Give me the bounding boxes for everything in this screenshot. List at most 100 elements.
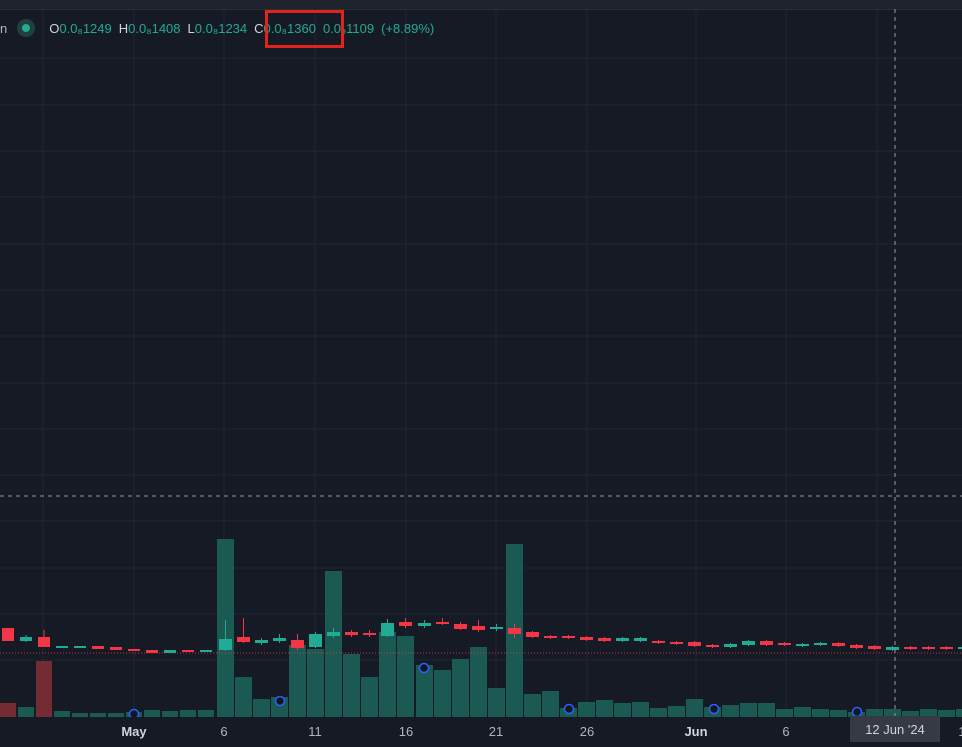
candle-body bbox=[472, 626, 485, 630]
candle-body bbox=[580, 637, 593, 640]
volume-bar bbox=[325, 571, 342, 717]
candle-body bbox=[760, 641, 773, 645]
candle-body bbox=[814, 643, 827, 645]
volume-bar bbox=[830, 710, 847, 717]
close-value-highlight-box bbox=[265, 10, 344, 48]
candle-body bbox=[363, 633, 376, 635]
candle-body bbox=[850, 645, 863, 648]
candle-body bbox=[454, 624, 467, 629]
volume-bar bbox=[253, 699, 270, 717]
candle-body bbox=[381, 623, 394, 636]
candle-body bbox=[688, 642, 701, 646]
candle-body bbox=[128, 649, 140, 651]
volume-bar bbox=[108, 713, 124, 717]
x-tick-label: 21 bbox=[488, 724, 504, 739]
volume-bar bbox=[524, 694, 541, 717]
volume-bar bbox=[162, 711, 178, 717]
volume-bar bbox=[379, 632, 396, 717]
volume-bar bbox=[452, 659, 469, 717]
x-tick-label: 6 bbox=[220, 724, 228, 739]
circle-marker-icon bbox=[708, 703, 720, 715]
change-percent: (+8.89%) bbox=[381, 20, 435, 36]
candle-body bbox=[309, 634, 322, 647]
candle-body bbox=[796, 644, 809, 646]
x-tick-label: 16 bbox=[398, 724, 414, 739]
candle-body bbox=[38, 637, 50, 647]
candle-body bbox=[110, 647, 122, 650]
volume-bar bbox=[614, 703, 631, 717]
candle-body bbox=[562, 636, 575, 638]
volume-bar bbox=[542, 691, 559, 717]
volume-bar bbox=[90, 713, 106, 717]
x-tick-label: 11 bbox=[308, 724, 322, 739]
top-toolbar-edge bbox=[0, 0, 962, 10]
volume-bar bbox=[180, 710, 196, 717]
candle-body bbox=[634, 638, 647, 641]
volume-bar bbox=[54, 711, 70, 717]
circle-marker-icon bbox=[274, 695, 286, 707]
time-axis[interactable]: May 6 11 16 21 26 Jun 6 1 bbox=[0, 717, 962, 747]
volume-bar bbox=[632, 702, 649, 717]
candle-body bbox=[778, 643, 791, 645]
circle-marker-icon bbox=[563, 703, 575, 715]
candle-body bbox=[2, 628, 14, 641]
volume-bar bbox=[18, 707, 34, 717]
candlesticks bbox=[2, 618, 962, 653]
volume-bar bbox=[722, 705, 739, 717]
volume-bar bbox=[488, 688, 505, 717]
volume-bar bbox=[596, 700, 613, 717]
high-value: H0.0₈1408 bbox=[118, 20, 181, 36]
volume-bar bbox=[650, 708, 667, 717]
volume-bar bbox=[668, 706, 685, 717]
close-value: C0.0₈1360 bbox=[254, 20, 316, 36]
candle-body bbox=[418, 623, 431, 626]
candle-body bbox=[164, 650, 176, 653]
volume-bar bbox=[686, 699, 703, 717]
circle-dot-icon[interactable] bbox=[17, 19, 36, 37]
candle-body bbox=[327, 632, 340, 636]
ohlc-legend: n O0.0₈1249 H0.0₈1408 L0.0₈1234 C0.0₈136… bbox=[0, 18, 441, 38]
volume-bar bbox=[740, 703, 757, 717]
x-tick-label: May bbox=[121, 724, 147, 739]
x-tick-label: 6 bbox=[782, 724, 790, 739]
volume-bar bbox=[361, 677, 378, 717]
volume-bar bbox=[902, 711, 919, 717]
price-chart[interactable] bbox=[0, 9, 962, 717]
candle-body bbox=[182, 650, 194, 652]
candle-body bbox=[291, 640, 304, 648]
volume-bar bbox=[416, 665, 433, 717]
circle-marker-icon bbox=[128, 708, 140, 717]
x-tick-label: Jun bbox=[684, 724, 708, 739]
volume-bar bbox=[434, 670, 451, 717]
candle-body bbox=[706, 645, 719, 647]
volume-bar bbox=[776, 709, 793, 717]
x-tick-label: 1 bbox=[958, 724, 962, 739]
candle-body bbox=[92, 646, 104, 649]
change-value: 0.0₉1109 bbox=[322, 20, 375, 36]
candle-body bbox=[345, 632, 358, 635]
volume-bar bbox=[307, 649, 324, 717]
volume-bar bbox=[0, 703, 16, 717]
candle-body bbox=[616, 638, 629, 641]
candle-body bbox=[940, 647, 953, 649]
candle-body bbox=[904, 647, 917, 649]
candle-body bbox=[20, 637, 32, 641]
candle-body bbox=[436, 622, 449, 624]
volume-bar bbox=[812, 709, 829, 717]
low-value: L0.0₈1234 bbox=[187, 20, 248, 36]
volume-bar bbox=[198, 710, 214, 717]
candle-body bbox=[56, 646, 68, 648]
candle-body bbox=[922, 647, 935, 649]
candle-body bbox=[74, 646, 86, 648]
volume-bar bbox=[920, 709, 937, 717]
volume-bar bbox=[343, 654, 360, 717]
candle-body bbox=[200, 650, 212, 652]
candle-body bbox=[724, 644, 737, 647]
candle-body bbox=[146, 650, 158, 653]
candle-body bbox=[832, 643, 845, 646]
candle-body bbox=[490, 627, 503, 629]
volume-bar bbox=[289, 645, 306, 717]
candle-body bbox=[273, 638, 286, 641]
volume-bar bbox=[794, 707, 811, 717]
chart-grid bbox=[0, 9, 962, 717]
